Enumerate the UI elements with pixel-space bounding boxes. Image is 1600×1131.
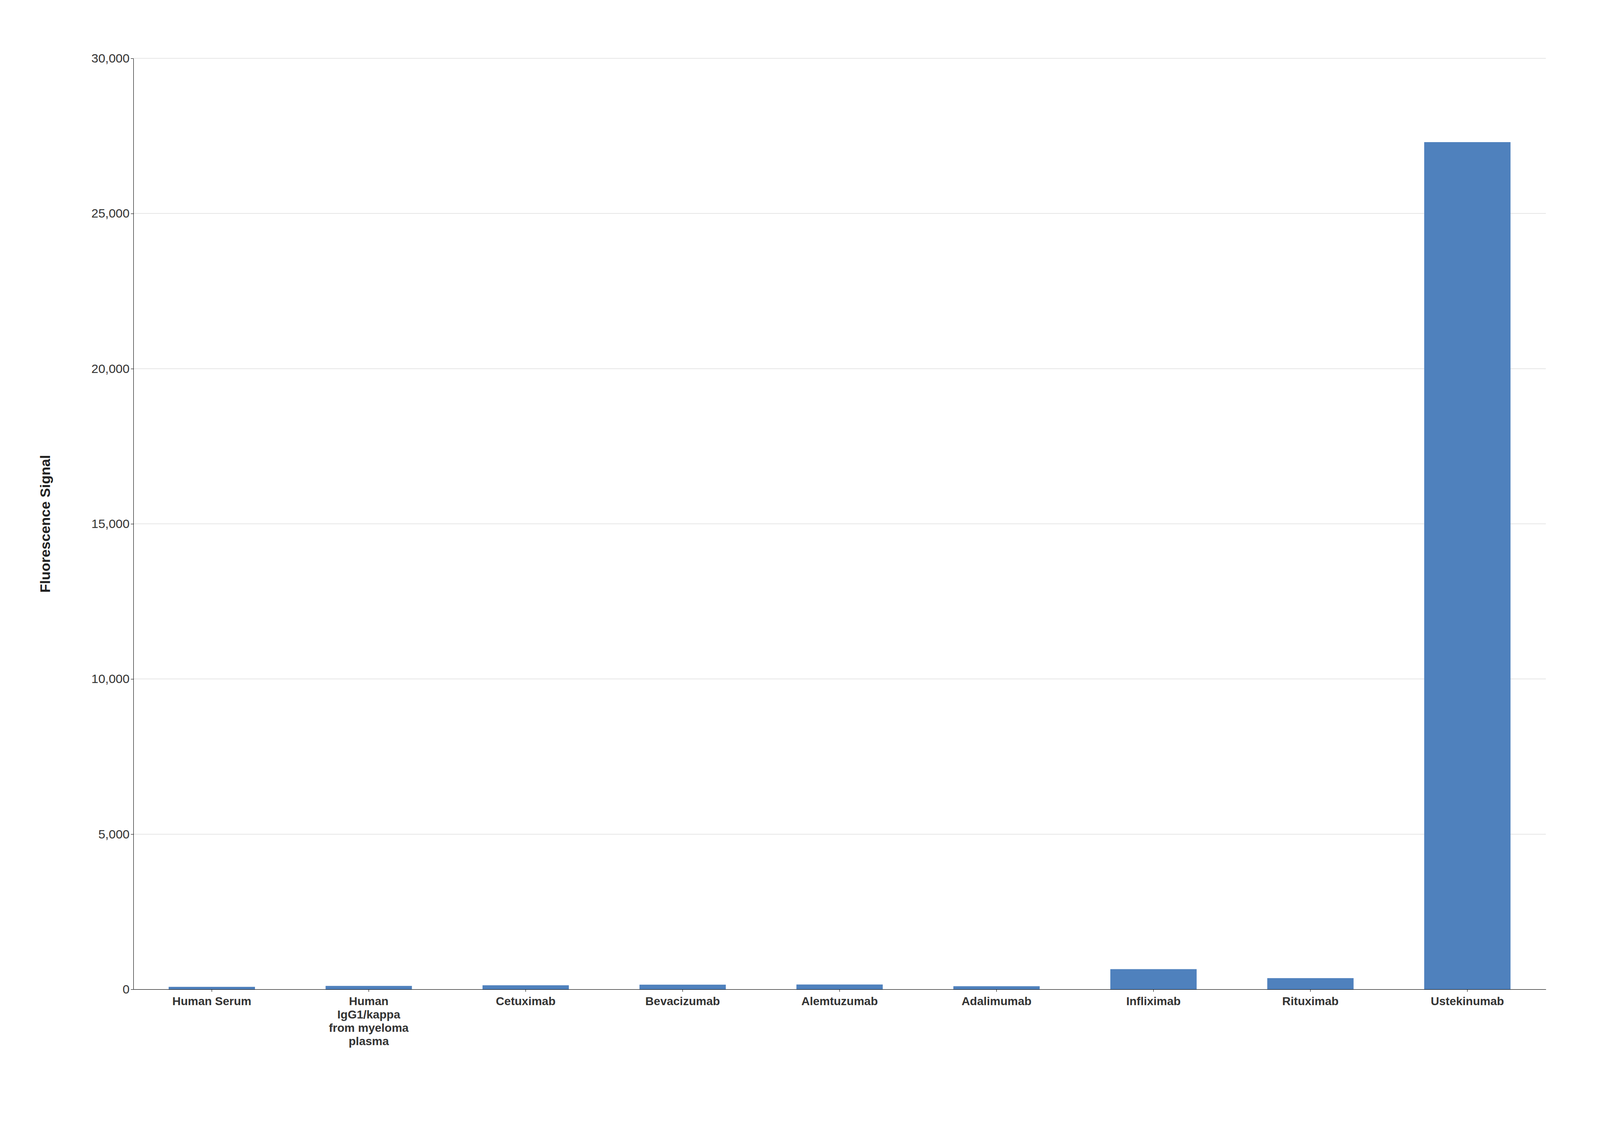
x-tick-mark [839,989,840,992]
bar [1424,142,1511,990]
x-tick-label-line: Infliximab [1126,994,1181,1008]
x-tick-label-line: Adalimumab [961,994,1032,1008]
x-tick-label-line: IgG1/kappa [337,1007,401,1021]
x-tick-label: Human Serum [172,994,252,1008]
bar [1110,969,1197,990]
y-tick-label: 10,000 [91,671,130,686]
x-tick-label: Adalimumab [961,994,1032,1008]
y-tick-label: 25,000 [91,206,130,220]
x-tick: Cetuximab [495,989,556,1008]
x-axis: Human Serum HumanIgG1/kappafrom myelomapl… [133,989,1547,1048]
bar [639,984,726,990]
bar [325,985,412,990]
x-tick-label: Bevacizumab [645,994,720,1008]
x-tick-mark [996,989,997,992]
y-tick-label: 20,000 [91,361,130,376]
x-tick-mark [1153,989,1154,992]
y-tick-mark [130,213,134,214]
y-tick: 15,000 [91,516,134,531]
bar [1267,977,1354,990]
x-tick-label: Ustekinumab [1430,994,1505,1008]
y-tick-mark [130,989,134,990]
x-tick-label: Alemtuzumab [801,994,878,1008]
x-tick-mark [368,989,370,992]
x-tick-label-line: Human Serum [172,994,252,1008]
x-tick-mark [682,989,683,992]
x-tick: HumanIgG1/kappafrom myelomaplasma [328,989,409,1048]
x-tick-label-line: Ustekinumab [1430,994,1505,1008]
y-axis: 0 5,000 10,000 15,000 20,000 25,000 30,000 [91,51,134,996]
grid-line [133,213,1546,215]
y-tick-label: 5,000 [98,827,130,841]
y-tick-mark [130,834,134,835]
grid-line [133,523,1546,525]
y-tick-mark [130,58,134,59]
x-tick-mark [525,989,526,992]
x-tick: Human Serum [172,989,252,1008]
grid-line [133,57,1546,59]
y-tick: 30,000 [91,51,134,65]
y-tick: 5,000 [98,827,134,841]
x-tick-mark [1467,989,1468,992]
bar [796,984,883,990]
x-tick-mark [211,989,213,992]
bar [953,986,1040,990]
x-tick-label-line: from myeloma [328,1021,409,1035]
x-tick-label: Rituximab [1282,994,1339,1008]
bar [482,985,569,990]
y-tick: 25,000 [91,206,134,220]
bars [168,142,1511,990]
x-tick-label-line: Human [349,994,389,1008]
y-tick-label: 30,000 [91,51,130,65]
x-tick: Adalimumab [961,989,1032,1008]
grid-line [133,833,1546,835]
x-tick: Ustekinumab [1430,989,1505,1008]
y-tick: 20,000 [91,361,134,376]
x-tick: Bevacizumab [645,989,720,1008]
y-tick-mark [130,523,134,525]
x-tick-mark [1310,989,1311,992]
chart: 0 5,000 10,000 15,000 20,000 25,000 30,000 Huma… [0,0,1600,1131]
y-tick-label: 15,000 [91,516,130,531]
y-tick-mark [130,678,134,680]
x-tick-label: Infliximab [1126,994,1181,1008]
grid-line [133,678,1546,680]
x-tick: Rituximab [1282,989,1339,1008]
grid-line [133,368,1546,370]
x-tick-label-line: Bevacizumab [645,994,720,1008]
x-tick-label-line: plasma [348,1034,390,1048]
x-tick-label-line: Cetuximab [495,994,556,1008]
x-tick-label: Cetuximab [495,994,556,1008]
y-tick: 0 [122,982,134,996]
x-tick-label-line: Rituximab [1282,994,1339,1008]
bar [168,986,255,990]
x-tick-label-line: Alemtuzumab [801,994,878,1008]
x-tick: Infliximab [1126,989,1181,1008]
y-tick: 10,000 [91,671,134,686]
y-tick-label: 0 [122,982,130,996]
y-axis-title: Fluorescence Signal [37,455,53,593]
plot: 0 5,000 10,000 15,000 20,000 25,000 30,000 Huma… [37,51,1547,1048]
x-tick: Alemtuzumab [801,989,878,1008]
y-axis-line [133,58,134,990]
grid [133,58,1546,990]
y-tick-mark [130,368,134,370]
x-tick-label: HumanIgG1/kappafrom myelomaplasma [328,994,409,1048]
